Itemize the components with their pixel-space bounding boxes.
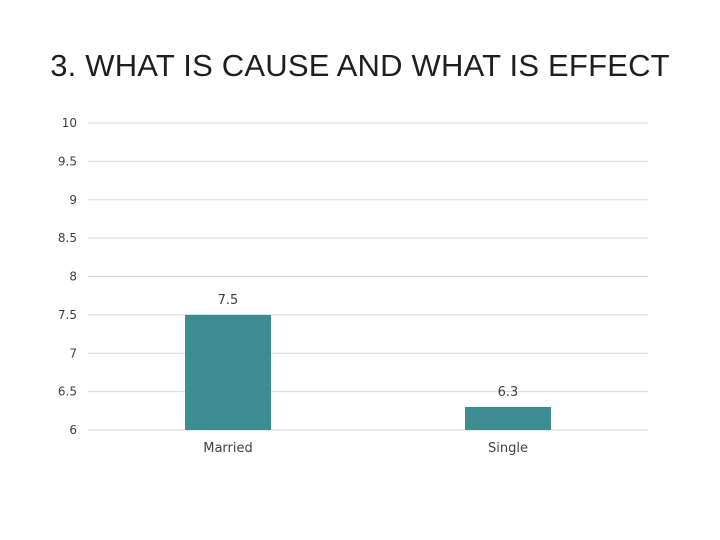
y-tick-label: 6.5 xyxy=(58,385,77,399)
x-axis: Married Single xyxy=(203,441,528,456)
data-label: 6.3 xyxy=(498,385,519,400)
y-tick-label: 6 xyxy=(69,423,77,437)
x-category-label: Single xyxy=(488,441,528,456)
gridlines xyxy=(88,122,648,431)
bars: 7.5 6.3 xyxy=(185,293,551,430)
slide-title: 3. WHAT IS CAUSE AND WHAT IS EFFECT xyxy=(50,48,670,83)
y-tick-label: 8 xyxy=(69,270,77,284)
y-tick-label: 10 xyxy=(62,116,77,130)
bar-married xyxy=(185,314,271,430)
x-category-label: Married xyxy=(203,441,253,456)
y-tick-label: 7 xyxy=(69,346,77,360)
data-label: 7.5 xyxy=(218,293,239,308)
y-tick-label: 9.5 xyxy=(58,154,77,168)
y-tick-label: 8.5 xyxy=(58,231,77,245)
y-axis: 6 6.5 7 7.5 8 8.5 9 9.5 10 xyxy=(58,116,77,437)
y-tick-label: 7.5 xyxy=(58,308,77,322)
bar-single xyxy=(465,406,551,430)
y-tick-label: 9 xyxy=(69,193,77,207)
